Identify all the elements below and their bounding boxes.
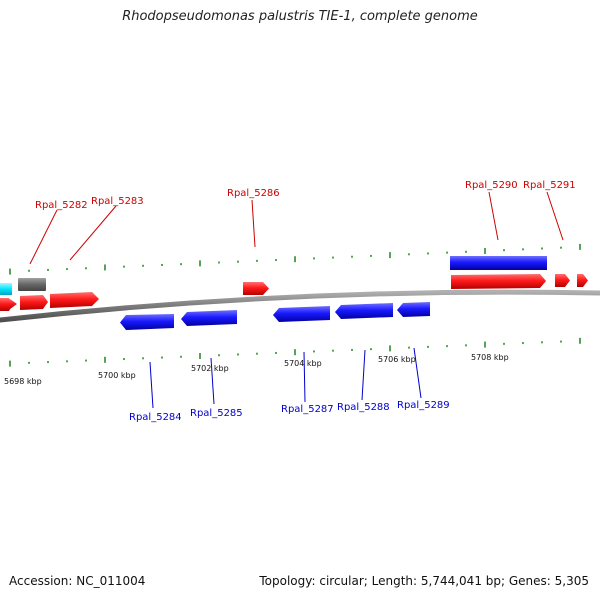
leader-line — [210, 357, 215, 405]
forward-genes — [0, 274, 588, 311]
tick-label-5700: 5700 kbp — [98, 371, 136, 380]
inner-ticks — [9, 337, 581, 367]
gene-forward — [10, 299, 17, 309]
feature-gray — [18, 278, 46, 291]
gene-label-rpal-5284: Rpal_5284 — [129, 412, 182, 423]
gene-forward — [243, 282, 269, 295]
gene-label-rpal-5291: Rpal_5291 — [523, 180, 576, 191]
gene-reverse — [181, 310, 237, 326]
leader-line — [488, 191, 499, 241]
tick-label-5704: 5704 kbp — [284, 359, 322, 368]
map-title: Rhodopseudomonas palustris TIE-1, comple… — [122, 9, 478, 24]
feature-cyan — [0, 283, 12, 295]
leader-line — [69, 205, 117, 261]
tick-label-5698: 5698 kbp — [4, 377, 42, 386]
gene-label-rpal-5283: Rpal_5283 — [91, 196, 144, 207]
gene-forward — [50, 292, 99, 308]
gene-reverse — [397, 302, 430, 317]
gene-reverse — [273, 306, 330, 322]
leader-line — [413, 347, 422, 399]
leader-line — [251, 199, 256, 248]
gene-label-rpal-5290: Rpal_5290 — [465, 180, 518, 191]
gene-forward — [451, 274, 546, 289]
gene-forward — [577, 274, 588, 287]
leader-line — [361, 349, 366, 401]
tick-label-5706: 5706 kbp — [378, 355, 416, 364]
gene-forward — [20, 295, 48, 310]
leader-line — [149, 361, 154, 409]
reverse-labels: Rpal_5284 Rpal_5285 Rpal_5287 Rpal_5288 … — [129, 347, 450, 423]
tick-label-5708: 5708 kbp — [471, 353, 509, 362]
summary-text: Topology: circular; Length: 5,744,041 bp… — [259, 574, 589, 588]
gene-forward — [555, 274, 570, 287]
gene-reverse — [120, 314, 174, 330]
reverse-genes — [120, 256, 547, 330]
tick-label-5702: 5702 kbp — [191, 364, 229, 373]
gene-label-rpal-5282: Rpal_5282 — [35, 200, 88, 211]
gene-label-rpal-5289: Rpal_5289 — [397, 400, 450, 411]
gene-label-rpal-5285: Rpal_5285 — [190, 408, 243, 419]
accession-text: Accession: NC_011004 — [9, 574, 146, 588]
leader-line — [29, 209, 58, 265]
forward-labels: Rpal_5282 Rpal_5283 Rpal_5286 Rpal_5290 … — [29, 180, 576, 265]
gene-label-rpal-5288: Rpal_5288 — [337, 402, 390, 413]
gene-reverse — [335, 303, 393, 319]
gene-label-rpal-5286: Rpal_5286 — [227, 188, 280, 199]
genome-backbone — [0, 289, 600, 323]
leader-line — [303, 351, 306, 403]
gene-reverse — [450, 256, 547, 270]
scale-labels: 5698 kbp 5700 kbp 5702 kbp 5704 kbp 5706… — [4, 353, 509, 386]
leader-line — [546, 191, 564, 241]
gene-label-rpal-5287: Rpal_5287 — [281, 404, 334, 415]
outer-ticks — [9, 243, 581, 275]
gene-forward — [0, 298, 13, 311]
